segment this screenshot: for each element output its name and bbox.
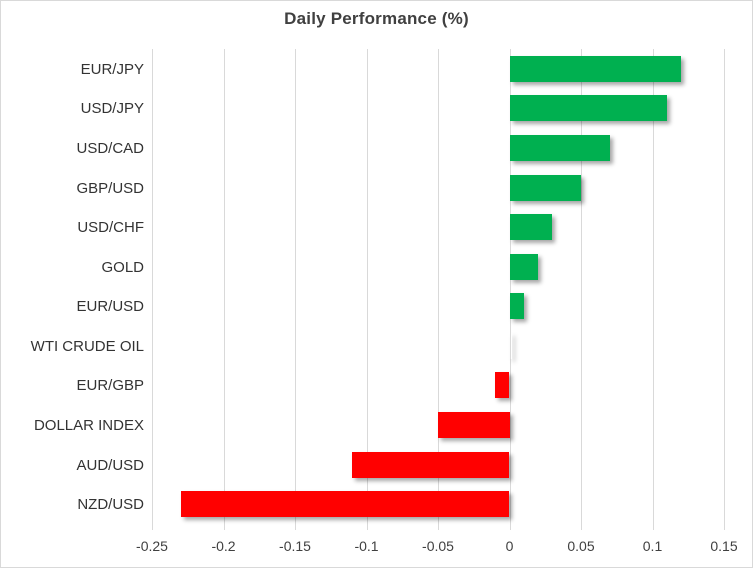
category-label: GBP/USD — [76, 179, 144, 197]
axis-tick — [152, 524, 153, 530]
category-label: EUR/GBP — [76, 377, 144, 395]
gridline — [581, 49, 582, 524]
bar-eur-jpy — [509, 55, 682, 82]
gridline — [366, 49, 368, 524]
category-label: AUD/USD — [76, 456, 144, 474]
gridline — [724, 49, 725, 524]
category-label: EUR/USD — [76, 298, 144, 316]
category-label: EUR/JPY — [80, 60, 144, 78]
axis-tick — [652, 524, 654, 530]
bar-usd-jpy — [509, 95, 667, 122]
x-axis-tick-label: 0.15 — [710, 538, 738, 554]
axis-tick — [724, 524, 725, 530]
bar-gbp-usd — [509, 174, 581, 201]
chart-title: Daily Performance (%) — [284, 9, 469, 28]
gridline — [438, 49, 439, 524]
x-axis-tick-label: 0 — [505, 538, 514, 554]
gridline — [509, 49, 511, 524]
axis-tick — [366, 524, 368, 530]
category-label: DOLLAR INDEX — [33, 417, 144, 435]
x-axis-tick-label: -0.2 — [211, 538, 236, 554]
x-axis-tick-label: -0.05 — [422, 538, 454, 554]
x-axis-tick-label: -0.1 — [354, 538, 379, 554]
axis-tick — [295, 524, 296, 530]
bar-eur-gbp — [495, 372, 510, 399]
axis-tick — [438, 524, 439, 530]
bar-wti-crude-oil — [510, 333, 512, 359]
category-label: GOLD — [101, 258, 144, 276]
axis-tick — [509, 524, 511, 530]
category-label: NZD/USD — [77, 496, 144, 514]
bar-usd-cad — [509, 134, 610, 161]
category-label: USD/CAD — [76, 139, 144, 157]
bar-eur-usd — [509, 293, 524, 320]
category-label: WTI CRUDE OIL — [30, 337, 144, 355]
axis-tick — [581, 524, 582, 530]
gridline — [295, 49, 296, 524]
gridline — [152, 49, 153, 524]
x-axis-tick-label: -0.15 — [279, 538, 311, 554]
gridline — [223, 49, 225, 524]
x-axis-tick-label: 0.05 — [567, 538, 595, 554]
bar-usd-chf — [509, 214, 553, 241]
gridline — [652, 49, 654, 524]
category-label: USD/JPY — [80, 100, 144, 118]
x-axis-tick-label: -0.25 — [136, 538, 168, 554]
x-axis-tick-label: 0.1 — [642, 538, 663, 554]
category-label: USD/CHF — [77, 219, 144, 237]
bar-dollar-index — [438, 412, 510, 439]
axis-tick — [223, 524, 225, 530]
bar-gold — [509, 253, 539, 280]
bar-nzd-usd — [180, 491, 510, 518]
bar-aud-usd — [352, 451, 510, 478]
